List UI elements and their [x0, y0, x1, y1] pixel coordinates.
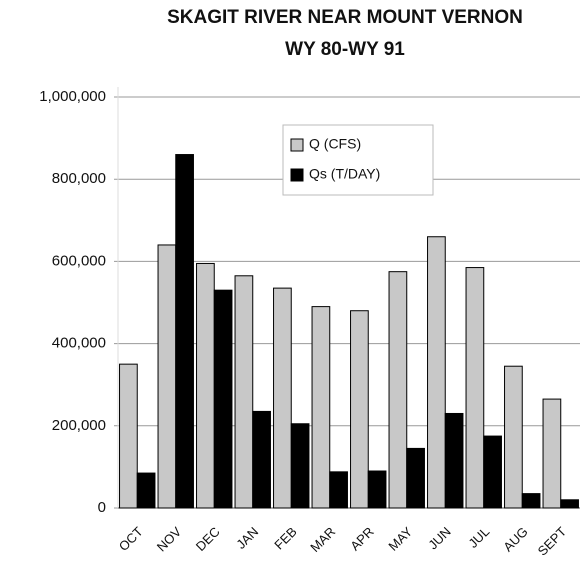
legend-label: Qs (T/DAY) — [309, 166, 380, 182]
y-tick-label: 600,000 — [52, 252, 106, 269]
bar — [427, 236, 446, 509]
bar — [196, 262, 215, 509]
y-tick-label: 0 — [98, 499, 106, 516]
x-tick-label: JUL — [465, 524, 492, 551]
bar — [521, 493, 541, 509]
bar — [504, 365, 523, 509]
legend-box — [282, 124, 434, 196]
x-tick-label: MAY — [385, 524, 415, 554]
y-tick-label: 800,000 — [52, 170, 106, 187]
bar — [252, 410, 271, 509]
bar — [465, 267, 485, 509]
x-tick-label: MAR — [307, 524, 338, 555]
x-tick-label: JUN — [425, 524, 453, 552]
chart-title: SKAGIT RIVER NEAR MOUNT VERNON — [167, 7, 523, 28]
bar — [367, 470, 387, 509]
bar — [290, 423, 310, 509]
bar — [560, 499, 579, 509]
bar — [311, 306, 331, 509]
bar — [175, 154, 194, 509]
y-tick-label: 1,000,000 — [39, 88, 106, 105]
bar — [350, 310, 369, 509]
x-tick-label: SEPT — [535, 524, 570, 559]
bar — [273, 287, 292, 509]
bar — [157, 244, 177, 509]
y-tick-label: 400,000 — [52, 335, 106, 352]
bar — [542, 398, 562, 509]
bar — [388, 271, 408, 509]
x-tick-label: OCT — [116, 524, 146, 554]
legend-label: Q (CFS) — [309, 136, 361, 152]
x-tick-label: NOV — [154, 524, 185, 555]
legend-swatch — [290, 168, 304, 182]
bar — [136, 472, 156, 509]
bar — [406, 447, 425, 509]
x-tick-label: AUG — [500, 524, 531, 555]
bar — [213, 289, 233, 509]
bar — [329, 471, 348, 509]
bar — [234, 275, 254, 509]
bar — [444, 412, 464, 509]
x-tick-label: JAN — [233, 524, 261, 552]
x-tick-label: DEC — [193, 524, 223, 554]
bar — [119, 363, 138, 509]
chart-subtitle: WY 80-WY 91 — [285, 39, 405, 60]
bar — [483, 435, 502, 509]
x-tick-label: APR — [347, 524, 377, 554]
x-tick-label: FEB — [271, 524, 299, 552]
y-tick-label: 200,000 — [52, 417, 106, 434]
legend-swatch — [290, 138, 304, 152]
